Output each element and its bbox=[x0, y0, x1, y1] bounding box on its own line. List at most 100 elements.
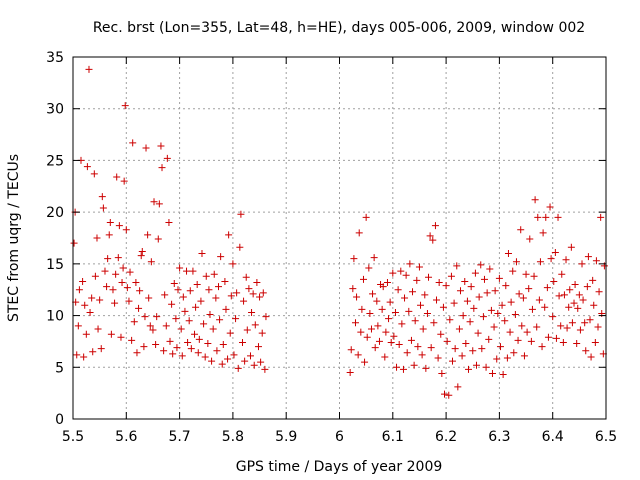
data-point bbox=[526, 235, 534, 243]
data-point bbox=[566, 286, 574, 294]
data-point bbox=[256, 293, 264, 301]
data-point bbox=[515, 290, 523, 298]
data-point bbox=[251, 321, 259, 329]
data-point bbox=[170, 280, 178, 288]
data-point bbox=[565, 303, 573, 311]
data-point bbox=[466, 318, 474, 326]
data-point bbox=[383, 278, 391, 286]
data-point bbox=[409, 288, 417, 296]
x-axis-label: GPS time / Days of year 2009 bbox=[236, 459, 443, 475]
data-point bbox=[453, 262, 461, 270]
data-point bbox=[502, 282, 510, 290]
data-point bbox=[189, 267, 197, 275]
data-point bbox=[359, 275, 367, 283]
data-point bbox=[229, 260, 237, 268]
data-point bbox=[456, 287, 464, 295]
data-point bbox=[217, 253, 225, 261]
data-point bbox=[558, 270, 566, 278]
data-point bbox=[419, 325, 427, 333]
data-point bbox=[389, 269, 397, 277]
data-point bbox=[168, 300, 176, 308]
data-point bbox=[503, 354, 511, 362]
data-point bbox=[576, 326, 584, 334]
data-point bbox=[70, 239, 78, 247]
data-point bbox=[462, 339, 470, 347]
data-point bbox=[155, 200, 163, 208]
data-point bbox=[253, 278, 261, 286]
data-point bbox=[571, 281, 579, 289]
data-point bbox=[485, 335, 493, 343]
x-tick-label: 6.1 bbox=[382, 429, 404, 445]
data-point bbox=[498, 301, 506, 309]
data-point bbox=[469, 347, 477, 355]
data-point bbox=[85, 65, 93, 73]
data-point bbox=[401, 294, 409, 302]
data-point bbox=[578, 260, 586, 268]
y-axis-label: STEC from uqrg / TECUs bbox=[6, 154, 22, 322]
data-point bbox=[254, 343, 262, 351]
data-point bbox=[225, 231, 233, 239]
data-point bbox=[157, 142, 165, 150]
data-point bbox=[438, 369, 446, 377]
data-point bbox=[165, 218, 173, 226]
data-point bbox=[233, 289, 241, 297]
data-point bbox=[177, 325, 185, 333]
data-point bbox=[461, 277, 469, 285]
data-point bbox=[193, 281, 201, 289]
data-point bbox=[414, 343, 422, 351]
data-point bbox=[98, 193, 106, 201]
data-point bbox=[242, 273, 250, 281]
data-point bbox=[212, 294, 220, 302]
data-point bbox=[549, 313, 557, 321]
data-point bbox=[493, 355, 501, 363]
data-point bbox=[496, 343, 504, 351]
data-point bbox=[422, 364, 430, 372]
data-point bbox=[378, 305, 386, 313]
data-point bbox=[106, 218, 114, 226]
data-point bbox=[552, 334, 560, 342]
data-point bbox=[487, 306, 495, 314]
data-point bbox=[386, 298, 394, 306]
data-point bbox=[215, 283, 223, 291]
data-point bbox=[162, 322, 170, 330]
data-point bbox=[491, 287, 499, 295]
data-point bbox=[554, 213, 562, 221]
data-point bbox=[570, 299, 578, 307]
data-point bbox=[483, 289, 491, 297]
data-point bbox=[97, 345, 105, 353]
data-point bbox=[394, 286, 402, 294]
data-point bbox=[514, 336, 522, 344]
data-point bbox=[86, 308, 94, 316]
data-point bbox=[486, 265, 494, 273]
data-point bbox=[591, 338, 599, 346]
data-point bbox=[555, 292, 563, 300]
data-point bbox=[145, 294, 153, 302]
data-point bbox=[425, 273, 433, 281]
data-point bbox=[362, 213, 370, 221]
data-point bbox=[542, 213, 550, 221]
data-point bbox=[194, 349, 202, 357]
data-point bbox=[257, 358, 265, 366]
data-point bbox=[216, 316, 224, 324]
data-point bbox=[573, 339, 581, 347]
data-point bbox=[429, 236, 437, 244]
data-point bbox=[213, 347, 221, 355]
data-point bbox=[559, 338, 567, 346]
data-point bbox=[365, 264, 373, 272]
data-point bbox=[546, 203, 554, 211]
data-point bbox=[349, 285, 357, 293]
data-point bbox=[517, 226, 525, 234]
data-point bbox=[183, 267, 191, 275]
data-point bbox=[130, 318, 138, 326]
data-point bbox=[357, 328, 365, 336]
data-point bbox=[169, 350, 177, 358]
data-point bbox=[510, 349, 518, 357]
data-point bbox=[410, 361, 418, 369]
data-point bbox=[567, 243, 575, 251]
data-point bbox=[381, 353, 389, 361]
data-point bbox=[186, 287, 194, 295]
data-point bbox=[379, 283, 387, 291]
data-point bbox=[597, 213, 605, 221]
data-point bbox=[518, 322, 526, 330]
